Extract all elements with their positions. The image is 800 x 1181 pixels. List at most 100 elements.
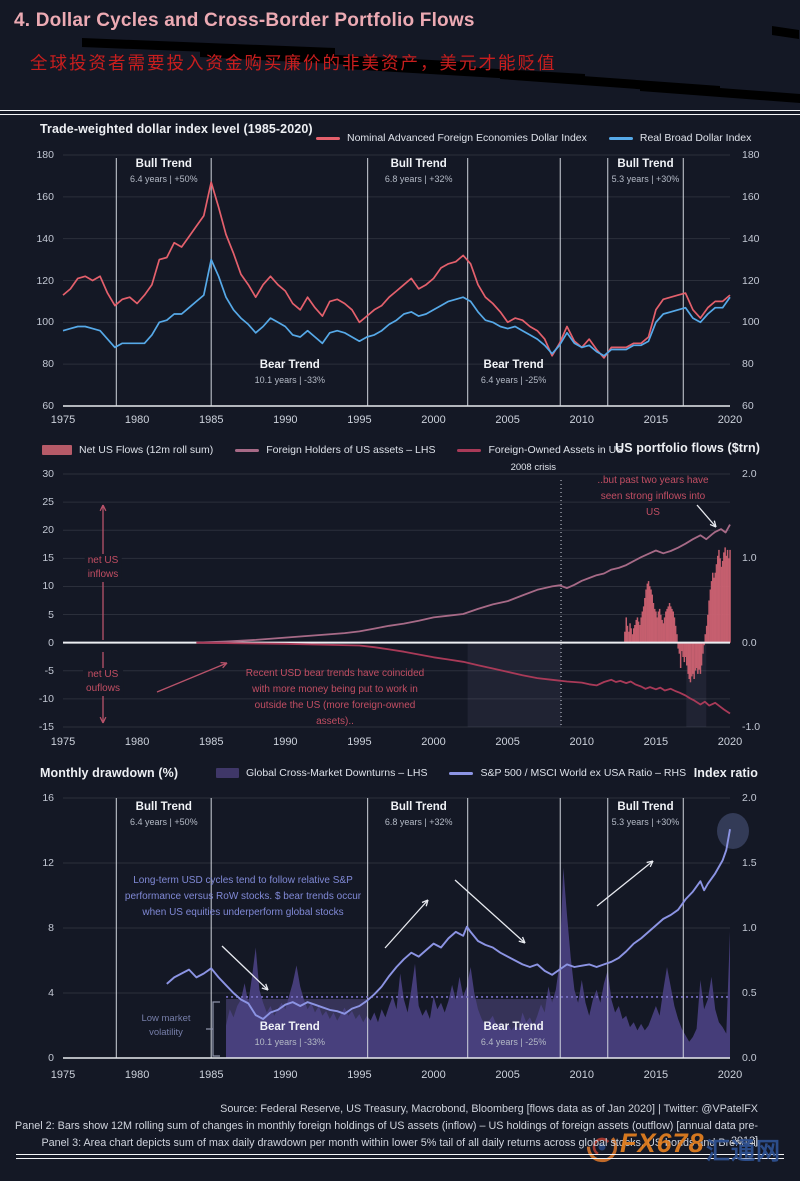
footer-source: Source: Federal Reserve, US Treasury, Ma… <box>220 1103 758 1115</box>
page-subtitle-chinese: 全球投资者需要投入资金购买廉价的非美资产，美元才能贬值 <box>30 53 557 73</box>
panel2-right-title: US portfolio flows ($trn) <box>615 441 760 455</box>
p1-series-0 <box>62 181 731 359</box>
p3-arrow-down-1988 <box>221 945 269 991</box>
p3-bear-trend-title-3: Bear Trend <box>259 1021 320 1033</box>
p1-xtick-1985: 1985 <box>198 414 224 426</box>
p2-net-flows-bars <box>624 631 626 643</box>
p2-legend-item-2: Foreign-Owned Assets in US <box>457 444 623 456</box>
p3-legend-item-1: S&P 500 / MSCI World ex USA Ratio – RHS <box>449 767 686 779</box>
panel2-inflows-note: ..but past two years have seen strong in… <box>597 475 709 518</box>
p3-ytick-left-8: 8 <box>48 922 54 934</box>
p2-legend-item-1: Foreign Holders of US assets – LHS <box>235 444 435 456</box>
p3-ytick-right-1.0: 1.0 <box>742 922 757 934</box>
p3-ytick-left-0: 0 <box>48 1052 54 1064</box>
p2-ytick-right-0.0: 0.0 <box>742 636 757 649</box>
p3-downturns-area <box>226 867 730 1058</box>
p2-xtick-1990: 1990 <box>273 736 298 748</box>
p2-xtick-1975: 1975 <box>50 736 76 748</box>
p2-inflows-arrow-head-1 <box>99 504 104 512</box>
p2-legend-label-2: Foreign-Owned Assets in US <box>488 444 624 456</box>
torn-strip-decoration-5 <box>772 26 799 39</box>
p2-xtick-2000: 2000 <box>421 736 446 748</box>
p3-arrow-up-1997-head-0 <box>425 899 429 907</box>
p1-ytick-right-140: 140 <box>742 232 760 245</box>
net-us-inflows-label: net US inflows <box>84 554 122 582</box>
p3-ratio-line <box>166 829 731 1020</box>
p2-recent-inflows-arrow <box>696 504 717 528</box>
p2-xtick-2005: 2005 <box>495 736 520 748</box>
p1-bull-trend-title-1: Bull Trend <box>390 158 447 170</box>
p1-bear-trend-detail-3: 10.1 years | -33% <box>254 375 325 385</box>
p2-xtick-1985: 1985 <box>198 736 224 748</box>
p3-bull-trend-detail-2: 5.3 years | +30% <box>611 817 680 827</box>
p3-arrow-up-2015-head-0 <box>649 860 654 868</box>
p3-ytick-left-4: 4 <box>48 987 54 999</box>
p3-legend-label-0: Global Cross-Market Downturns – LHS <box>246 767 428 779</box>
p3-xtick-2020: 2020 <box>717 1069 743 1081</box>
p2-ytick-right--1.0: -1.0 <box>742 721 761 733</box>
p1-ytick-left-120: 120 <box>36 274 54 287</box>
p3-xtick-1975: 1975 <box>50 1069 76 1081</box>
panel3-legend: Global Cross-Market Downturns – LHS S&P 5… <box>216 767 686 779</box>
panel2-bear-note: Recent USD bear trends have coincided wi… <box>245 668 425 727</box>
p2-recent-inflows-arrow-head-1 <box>713 520 717 528</box>
p1-ytick-right-60: 60 <box>742 400 754 412</box>
p2-ytick-right-1.0: 1.0 <box>742 552 757 565</box>
watermark-chinese: 汇通网 <box>706 1138 781 1165</box>
p2-legend-label-0: Net US Flows (12m roll sum) <box>79 444 214 456</box>
panel3-title: Monthly drawdown (%) <box>40 766 179 780</box>
torn-strip-decoration-4 <box>640 82 800 103</box>
p1-xtick-2000: 2000 <box>421 414 446 426</box>
p3-arrow-down-1988-head-1 <box>265 983 269 991</box>
p2-xtick-2010: 2010 <box>569 736 594 748</box>
p1-ytick-left-60: 60 <box>42 400 54 412</box>
p2-series-1 <box>196 641 731 715</box>
p2-ytick-left-10: 10 <box>42 580 54 593</box>
p3-ytick-right-0.5: 0.5 <box>742 987 757 999</box>
p1-ytick-right-100: 100 <box>742 316 760 329</box>
p1-bear-trend-title-3: Bear Trend <box>259 359 320 371</box>
p3-xtick-2005: 2005 <box>495 1069 520 1081</box>
p3-ytick-right-2.0: 2.0 <box>742 792 757 804</box>
p3-bull-trend-title-2: Bull Trend <box>617 801 674 813</box>
p2-xtick-1995: 1995 <box>347 736 372 748</box>
top-divider <box>0 110 800 115</box>
p3-arrow-up-2015-head-1 <box>646 860 654 864</box>
p2-outflows-arrow-head-0 <box>99 716 104 724</box>
p3-xtick-1985: 1985 <box>198 1069 224 1081</box>
low-volatility-bracket <box>206 1001 220 1057</box>
p1-legend-label-0: Nominal Advanced Foreign Economies Dolla… <box>347 132 587 144</box>
p3-spotlight-circle <box>717 813 749 849</box>
panel3-cycles-note: Long-term USD cycles tend to follow rela… <box>124 875 362 918</box>
p3-bull-trend-detail-0: 6.4 years | +50% <box>129 817 198 827</box>
p1-ytick-left-140: 140 <box>36 232 54 245</box>
p1-legend-swatch-icon-0 <box>316 136 340 140</box>
crisis-2008-label: 2008 crisis <box>510 462 556 473</box>
p1-ytick-right-80: 80 <box>742 358 754 371</box>
p2-series-0 <box>196 524 731 644</box>
p3-arrow-down-2005-head-1 <box>521 936 526 944</box>
p2-ytick-left--10: -10 <box>38 692 54 705</box>
p2-ytick-left-25: 25 <box>42 496 54 509</box>
p2-ytick-left-15: 15 <box>42 552 54 565</box>
p3-ytick-right-0.0: 0.0 <box>742 1052 757 1064</box>
p2-bear-note-arrow <box>156 662 228 693</box>
p2-ytick-left-0: 0 <box>48 636 54 649</box>
p1-bull-trend-detail-2: 5.3 years | +30% <box>611 174 680 184</box>
p2-outflows-arrow-head-1 <box>102 716 107 724</box>
p2-legend-item-0: Net US Flows (12m roll sum) <box>42 444 213 456</box>
p2-ytick-left-20: 20 <box>42 524 54 537</box>
panel1-title: Trade-weighted dollar index level (1985-… <box>40 122 313 136</box>
p1-xtick-2020: 2020 <box>717 414 743 426</box>
p1-ytick-right-120: 120 <box>742 274 760 287</box>
page-title: 4. Dollar Cycles and Cross-Border Portfo… <box>14 10 475 31</box>
p1-xtick-1980: 1980 <box>124 414 150 426</box>
p3-legend-label-1: S&P 500 / MSCI World ex USA Ratio – RHS <box>480 767 687 779</box>
p1-ytick-left-100: 100 <box>36 316 54 329</box>
p1-ytick-left-160: 160 <box>36 190 54 203</box>
p1-bear-trend-title-4: Bear Trend <box>483 359 544 371</box>
p2-legend-label-1: Foreign Holders of US assets – LHS <box>266 444 436 456</box>
p1-xtick-2005: 2005 <box>495 414 520 426</box>
